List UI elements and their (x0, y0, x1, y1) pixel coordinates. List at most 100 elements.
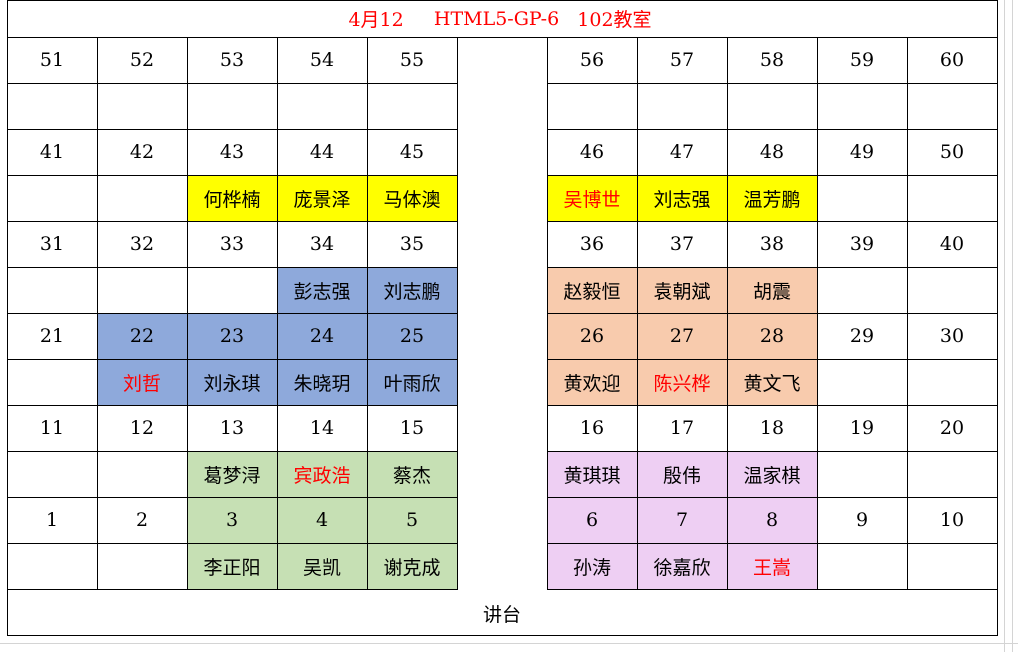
seat-number-cell[interactable]: 35 (399, 233, 425, 255)
seat-name-cell[interactable] (907, 359, 997, 405)
seat-name-cell[interactable]: 谢克成 (367, 543, 457, 589)
seat-number-cell[interactable]: 28 (727, 313, 817, 359)
seat-name-cell[interactable]: 吴凯 (277, 543, 367, 589)
seat-name-cell[interactable]: 温芳鹏 (727, 175, 817, 221)
seat-name-cell[interactable] (7, 267, 97, 313)
seat-name-cell[interactable]: 刘永琪 (187, 359, 277, 405)
seat-number-cell[interactable]: 26 (547, 313, 637, 359)
seat-name-cell[interactable]: 殷伟 (637, 451, 727, 497)
seat-number-cell[interactable]: 27 (637, 313, 727, 359)
seat-number-cell[interactable]: 59 (849, 49, 875, 71)
seat-name-cell[interactable] (547, 83, 637, 129)
seat-name-cell[interactable]: 朱晓玥 (277, 359, 367, 405)
seat-name-cell[interactable] (817, 175, 907, 221)
seat-number-cell[interactable]: 33 (219, 233, 245, 255)
seat-name-cell[interactable]: 何桦楠 (187, 175, 277, 221)
seat-name-cell[interactable] (7, 175, 97, 221)
seat-number-cell[interactable]: 39 (849, 233, 875, 255)
seat-number-cell[interactable]: 44 (309, 141, 335, 163)
seat-name-cell[interactable]: 温家棋 (727, 451, 817, 497)
seat-number-cell[interactable]: 41 (39, 141, 65, 163)
seat-name-cell[interactable] (97, 451, 187, 497)
seat-number-cell[interactable]: 11 (39, 417, 65, 439)
seat-name-cell[interactable] (727, 83, 817, 129)
seat-name-cell[interactable]: 叶雨欣 (367, 359, 457, 405)
seat-number-cell[interactable]: 2 (135, 509, 149, 531)
seat-number-cell[interactable]: 40 (939, 233, 965, 255)
seat-number-cell[interactable]: 17 (669, 417, 695, 439)
seat-number-cell[interactable]: 49 (849, 141, 875, 163)
seat-number-cell[interactable]: 42 (129, 141, 155, 163)
seat-number-cell[interactable]: 31 (39, 233, 65, 255)
seat-name-cell[interactable] (817, 359, 907, 405)
seat-number-cell[interactable]: 25 (367, 313, 457, 359)
seat-name-cell[interactable] (277, 83, 367, 129)
seat-name-cell[interactable] (907, 543, 997, 589)
seat-number-cell[interactable]: 24 (277, 313, 367, 359)
seat-name-cell[interactable]: 陈兴桦 (637, 359, 727, 405)
seat-name-cell[interactable] (907, 175, 997, 221)
seat-name-cell[interactable]: 徐嘉欣 (637, 543, 727, 589)
seat-name-cell[interactable] (817, 451, 907, 497)
seat-name-cell[interactable]: 刘志强 (637, 175, 727, 221)
seat-name-cell[interactable] (907, 267, 997, 313)
seat-number-cell[interactable]: 4 (277, 497, 367, 543)
seat-number-cell[interactable]: 1 (45, 509, 59, 531)
seat-name-cell[interactable] (367, 83, 457, 129)
seat-name-cell[interactable] (907, 451, 997, 497)
seat-name-cell[interactable]: 袁朝斌 (637, 267, 727, 313)
seat-number-cell[interactable]: 58 (759, 49, 785, 71)
seat-name-cell[interactable]: 黄欢迎 (547, 359, 637, 405)
seat-number-cell[interactable]: 22 (97, 313, 187, 359)
seat-number-cell[interactable]: 29 (849, 325, 875, 347)
seat-name-cell[interactable] (7, 543, 97, 589)
seat-name-cell[interactable]: 刘志鹏 (367, 267, 457, 313)
seat-number-cell[interactable]: 7 (637, 497, 727, 543)
seat-name-cell[interactable]: 黄文飞 (727, 359, 817, 405)
seat-name-cell[interactable] (97, 543, 187, 589)
seat-name-cell[interactable]: 马体澳 (367, 175, 457, 221)
seat-name-cell[interactable]: 葛梦浔 (187, 451, 277, 497)
seat-name-cell[interactable] (97, 83, 187, 129)
seat-number-cell[interactable]: 52 (129, 49, 155, 71)
seat-number-cell[interactable]: 37 (669, 233, 695, 255)
seat-name-cell[interactable] (907, 83, 997, 129)
seat-number-cell[interactable]: 38 (759, 233, 785, 255)
seat-name-cell[interactable] (187, 83, 277, 129)
seat-number-cell[interactable]: 15 (399, 417, 425, 439)
seat-name-cell[interactable] (637, 83, 727, 129)
seat-number-cell[interactable]: 56 (579, 49, 605, 71)
seat-number-cell[interactable]: 45 (399, 141, 425, 163)
seat-number-cell[interactable]: 10 (939, 509, 965, 531)
seat-name-cell[interactable]: 庞景泽 (277, 175, 367, 221)
seat-name-cell[interactable]: 孙涛 (547, 543, 637, 589)
seat-name-cell[interactable]: 王嵩 (727, 543, 817, 589)
seat-number-cell[interactable]: 46 (579, 141, 605, 163)
seat-number-cell[interactable]: 21 (39, 325, 65, 347)
seat-number-cell[interactable]: 19 (849, 417, 875, 439)
seat-name-cell[interactable]: 李正阳 (187, 543, 277, 589)
seat-number-cell[interactable]: 50 (939, 141, 965, 163)
seat-name-cell[interactable]: 胡震 (727, 267, 817, 313)
seat-number-cell[interactable]: 32 (129, 233, 155, 255)
seat-name-cell[interactable] (817, 267, 907, 313)
seat-number-cell[interactable]: 34 (309, 233, 335, 255)
seat-number-cell[interactable]: 48 (759, 141, 785, 163)
seat-number-cell[interactable]: 36 (579, 233, 605, 255)
seat-name-cell[interactable]: 宾政浩 (277, 451, 367, 497)
seat-number-cell[interactable]: 53 (219, 49, 245, 71)
seat-name-cell[interactable] (7, 451, 97, 497)
seat-number-cell[interactable]: 43 (219, 141, 245, 163)
seat-number-cell[interactable]: 23 (187, 313, 277, 359)
seat-number-cell[interactable]: 6 (547, 497, 637, 543)
seat-number-cell[interactable]: 9 (855, 509, 869, 531)
seat-number-cell[interactable]: 8 (727, 497, 817, 543)
seat-number-cell[interactable]: 3 (187, 497, 277, 543)
seat-number-cell[interactable]: 5 (367, 497, 457, 543)
seat-name-cell[interactable]: 蔡杰 (367, 451, 457, 497)
seat-name-cell[interactable]: 彭志强 (277, 267, 367, 313)
seat-name-cell[interactable]: 刘哲 (97, 359, 187, 405)
seat-number-cell[interactable]: 18 (759, 417, 785, 439)
seat-number-cell[interactable]: 16 (579, 417, 605, 439)
seat-name-cell[interactable] (97, 267, 187, 313)
